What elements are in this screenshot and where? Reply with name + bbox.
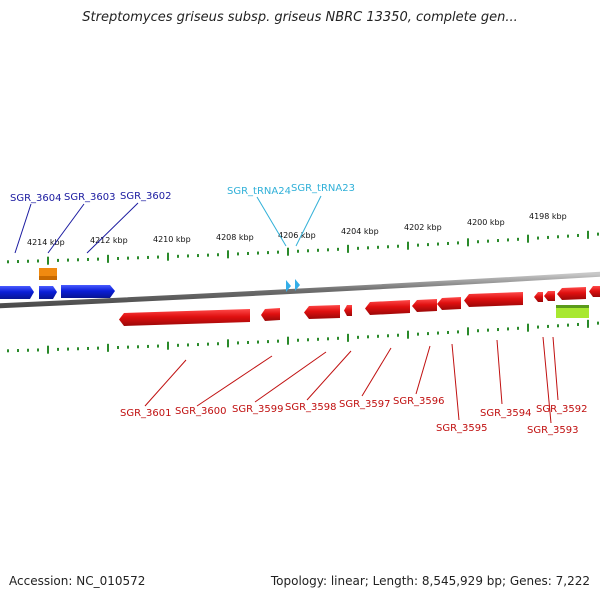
gene-SGR_3594[interactable] [464, 292, 523, 307]
gene-label[interactable]: SGR_3595 [436, 423, 488, 434]
gene-SGR_3596[interactable] [412, 299, 437, 312]
gene-label[interactable]: SGR_3593 [527, 425, 579, 436]
trna-markers [286, 279, 300, 292]
scale-label: 4208 kbp [216, 233, 254, 242]
gene-label[interactable]: SGR_3599 [232, 404, 284, 415]
gene-SGR_3598[interactable] [344, 305, 352, 316]
gene-SGR_3593[interactable] [534, 292, 543, 302]
gene-label[interactable]: SGR_3597 [339, 399, 391, 410]
forward-gene-labels: SGR_3604 SGR_3603 SGR_3602 [10, 191, 172, 204]
green-feature[interactable] [556, 305, 589, 318]
gene-label[interactable]: SGR_3594 [480, 408, 532, 419]
gene-label[interactable]: SGR_3600 [175, 406, 227, 417]
reverse-leader-lines [144, 336, 559, 424]
scale-labels: 4214 kbp 4212 kbp 4210 kbp 4208 kbp 4206… [27, 212, 567, 247]
trna-labels: SGR_tRNA24 SGR_tRNA23 [227, 183, 355, 197]
chromosome-backbone [0, 271, 600, 309]
gene-label[interactable]: SGR_3602 [120, 191, 172, 202]
gene-SGR_3591[interactable] [589, 286, 600, 297]
gene-label[interactable]: SGR_3604 [10, 193, 62, 204]
scale-label: 4212 kbp [90, 236, 128, 245]
gene-SGR_3595[interactable] [437, 297, 461, 310]
scale-label: 4202 kbp [404, 223, 442, 232]
gene-label[interactable]: SGR_3601 [120, 408, 172, 419]
topology-summary: Topology: linear; Length: 8,545,929 bp; … [270, 574, 590, 588]
lower-scale-ticks [7, 319, 599, 354]
gene-label[interactable]: SGR_3603 [64, 192, 116, 203]
gene-SGR_3593b[interactable] [544, 291, 555, 301]
trna-SGR_tRNA23[interactable] [295, 279, 300, 291]
gene-SGR_3601[interactable] [119, 309, 250, 326]
gene-SGR_3597[interactable] [365, 300, 410, 315]
map-title: Streptomyces griseus subsp. griseus NBRC… [82, 10, 518, 25]
forward-leader-lines [14, 202, 139, 254]
scale-label: 4214 kbp [27, 238, 65, 247]
gene-SGR_3599[interactable] [304, 305, 340, 319]
accession-text: Accession: NC_010572 [9, 574, 146, 588]
gene-SGR_3603[interactable] [39, 286, 57, 299]
scale-label: 4206 kbp [278, 231, 316, 240]
green-feature-shade [556, 305, 589, 308]
gene-SGR_3604[interactable] [0, 286, 34, 299]
scale-label: 4210 kbp [153, 235, 191, 244]
reverse-genes [119, 286, 600, 326]
trna-label[interactable]: SGR_tRNA23 [291, 183, 355, 194]
gene-label[interactable]: SGR_3592 [536, 404, 588, 415]
trna-leader-lines [256, 195, 322, 247]
gene-SGR_3602[interactable] [61, 285, 115, 298]
gene-SGR_3600[interactable] [261, 308, 280, 321]
reverse-gene-labels: SGR_3601 SGR_3600 SGR_3599 SGR_3598 SGR_… [120, 396, 588, 436]
upper-scale-ticks [7, 230, 599, 265]
gene-label[interactable]: SGR_3596 [393, 396, 445, 407]
scale-label: 4198 kbp [529, 212, 567, 221]
gene-label[interactable]: SGR_3598 [285, 402, 337, 413]
scale-label: 4200 kbp [467, 218, 505, 227]
gene-SGR_3592[interactable] [557, 287, 586, 300]
trna-label[interactable]: SGR_tRNA24 [227, 186, 291, 197]
forward-genes [0, 285, 115, 299]
scale-label: 4204 kbp [341, 227, 379, 236]
orange-feature-shade [39, 276, 57, 280]
trna-SGR_tRNA24[interactable] [286, 280, 291, 292]
